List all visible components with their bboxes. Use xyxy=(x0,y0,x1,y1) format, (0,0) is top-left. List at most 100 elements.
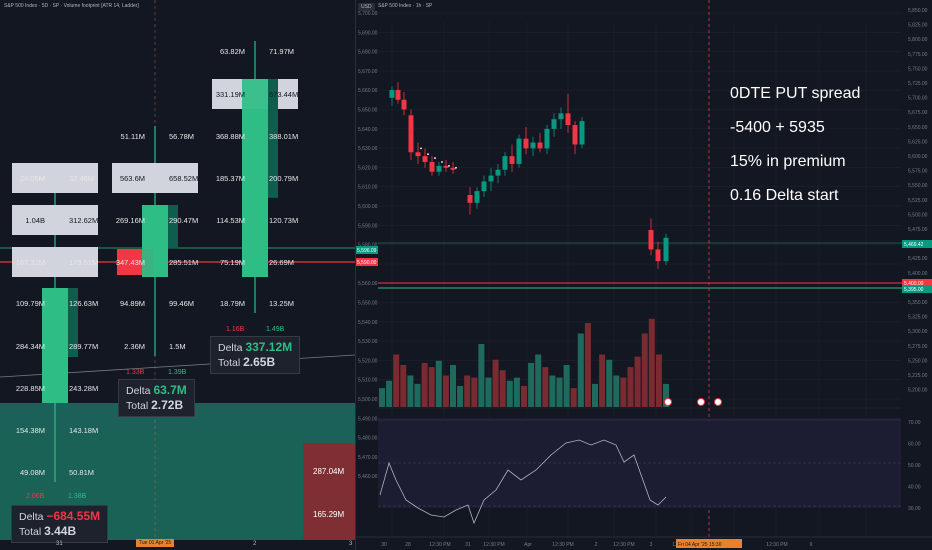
footprint-body-shade-1 xyxy=(68,288,78,357)
footprint-buy-value: 71.97M xyxy=(269,47,294,56)
right-axis-label: 5,675.00 xyxy=(908,110,928,116)
right-axis-label: 5,700.00 xyxy=(908,96,928,102)
candle-body xyxy=(415,152,421,157)
volume-bar xyxy=(570,388,577,407)
col2-total-value: 2.72B xyxy=(151,398,184,412)
candle-body xyxy=(516,138,522,164)
left-axis-label: 5,550.00 xyxy=(358,301,378,307)
left-price-tag-label: 5,596.09 xyxy=(357,248,377,254)
volume-bar xyxy=(549,375,556,407)
candle-body xyxy=(572,125,578,145)
footprint-sell-value: 114.53M xyxy=(216,216,245,225)
volume-bar xyxy=(400,365,407,407)
volume-bar xyxy=(450,365,456,407)
footprint-title: S&P 500 Index · 5D · SP · Volume footpri… xyxy=(4,3,139,9)
right-axis-label: 5,575.00 xyxy=(908,169,928,175)
currency-badge[interactable]: USD xyxy=(358,3,375,11)
left-axis-label: 5,520.00 xyxy=(358,358,378,364)
candle-body xyxy=(481,181,487,192)
candle-body xyxy=(429,161,435,172)
footprint-sell-value: 94.89M xyxy=(120,299,145,308)
left-axis-label: 5,510.00 xyxy=(358,378,378,384)
footprint-buy-value: 1.5M xyxy=(169,342,186,351)
col1-sell-volume: 2.06B xyxy=(26,493,45,500)
right-axis-label: 5,225.00 xyxy=(908,373,928,379)
volume-bar xyxy=(648,318,655,407)
volume-bar xyxy=(506,380,513,407)
volume-bar xyxy=(457,386,464,407)
footprint-buy-value: 32.46M xyxy=(69,174,94,183)
candle-body xyxy=(474,191,480,203)
rsi-axis-label: 50.00 xyxy=(908,463,921,469)
candle-body xyxy=(450,167,456,170)
left-axis-label: 5,610.00 xyxy=(358,185,378,191)
footprint-sell-value: 49.08M xyxy=(20,468,45,477)
volume-bar xyxy=(620,377,627,407)
volume-bar xyxy=(577,333,584,407)
x-axis-label: 12:30 PM xyxy=(483,542,504,548)
right-axis-label: 5,300.00 xyxy=(908,329,928,335)
footprint-buy-value: 56.78M xyxy=(169,132,194,141)
candle-body xyxy=(663,237,669,262)
col3-delta-value: 337.12M xyxy=(245,340,293,354)
left-axis-label: 5,480.00 xyxy=(358,436,378,442)
volume-bar xyxy=(513,377,520,407)
price-chart[interactable]: 5,700.00 5,690.00 5,680.00 5,670.00 5,660.00… xyxy=(356,0,932,550)
col3-total-value: 2.65B xyxy=(243,355,276,369)
footprint-sell-value: 109.79M xyxy=(16,299,45,308)
footprint-chart[interactable]: 24.05M 32.46M 1.04B 312.62M 167.32M 179.51M 10… xyxy=(0,0,355,550)
volume-bar xyxy=(556,377,563,407)
volume-bar xyxy=(485,377,492,407)
col2-total-label: Total xyxy=(126,400,149,412)
candle-body xyxy=(443,165,449,168)
right-axis-label: 5,725.00 xyxy=(908,81,928,87)
left-axis-label: 5,640.00 xyxy=(358,127,378,133)
candle-body xyxy=(537,142,543,149)
footprint-panel[interactable]: 24.05M 32.46M 1.04B 312.62M 167.32M 179.51M 10… xyxy=(0,0,355,550)
volume-bar xyxy=(655,354,662,407)
left-axis-label: 5,620.00 xyxy=(358,165,378,171)
volume-bar xyxy=(613,375,620,407)
footprint-buy-value: 143.18M xyxy=(69,426,98,435)
col1-delta-label: Delta xyxy=(19,511,44,523)
footprint-sell-value: 563.6M xyxy=(120,174,145,183)
col1-delta-box: Delta −684.55M Total 3.44B xyxy=(11,505,109,543)
volume-bar xyxy=(471,377,478,407)
left-axis-label: 5,690.00 xyxy=(358,30,378,36)
panel-divider[interactable] xyxy=(355,0,356,550)
event-icon xyxy=(664,398,672,406)
col1-buy-volume: 1.38B xyxy=(68,493,87,500)
candle-body xyxy=(551,119,557,129)
rsi-axis-label: 60.00 xyxy=(908,442,921,448)
candle-body xyxy=(502,156,508,170)
footprint-buy-value: 388.01M xyxy=(269,132,298,141)
col1-delta-value: −684.55M xyxy=(46,509,101,523)
footprint-sell-value: 63.82M xyxy=(220,47,245,56)
right-axis-label: 5,350.00 xyxy=(908,300,928,306)
price-panel[interactable]: 5,700.00 5,690.00 5,680.00 5,670.00 5,660.00… xyxy=(356,0,932,550)
left-axis-label: 5,540.00 xyxy=(358,320,378,326)
annotation-line-2: -5400 + 5935 xyxy=(730,119,825,136)
volume-bar xyxy=(428,367,435,407)
footprint-cell-bg xyxy=(55,163,98,193)
candle-body xyxy=(401,99,407,110)
volume-bar xyxy=(584,323,591,407)
annotation-line-4: 0.16 Delta start xyxy=(730,187,839,204)
right-axis-label: 5,775.00 xyxy=(908,52,928,58)
footprint-sell-value: 2.36M xyxy=(124,342,145,351)
left-axis-label: 5,700.00 xyxy=(358,11,378,17)
footprint-cell-bg xyxy=(112,163,155,193)
x-axis-label: Apr xyxy=(524,542,532,548)
left-axis-label: 5,650.00 xyxy=(358,108,378,114)
volume-bar xyxy=(421,362,428,407)
left-axis-label: 5,660.00 xyxy=(358,88,378,94)
footprint-sell-value: 154.38M xyxy=(16,426,45,435)
volume-bar xyxy=(379,388,385,407)
volume-bar xyxy=(464,375,471,407)
right-axis-label: 5,325.00 xyxy=(908,315,928,321)
price-title: S&P 500 Index · 1h · SP xyxy=(378,3,433,9)
edge-volume-top: 287.04M xyxy=(313,467,345,476)
footprint-body-shade-2 xyxy=(168,205,178,249)
candle-body xyxy=(565,113,571,126)
x-axis-label: 12:30 PM xyxy=(552,542,573,548)
